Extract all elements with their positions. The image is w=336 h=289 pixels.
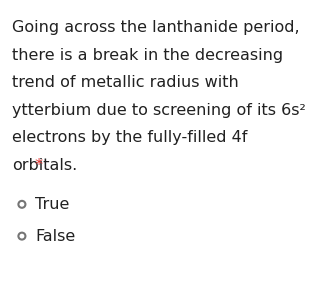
Text: False: False	[35, 229, 75, 244]
Text: there is a break in the decreasing: there is a break in the decreasing	[12, 48, 283, 63]
Text: orbitals.: orbitals.	[12, 158, 77, 173]
Text: True: True	[35, 197, 70, 212]
Text: ytterbium due to screening of its 6s²: ytterbium due to screening of its 6s²	[12, 103, 305, 118]
Text: *: *	[30, 158, 43, 173]
Text: Going across the lanthanide period,: Going across the lanthanide period,	[12, 20, 299, 35]
Text: electrons by the fully-filled 4f: electrons by the fully-filled 4f	[12, 130, 247, 145]
Text: trend of metallic radius with: trend of metallic radius with	[12, 75, 239, 90]
